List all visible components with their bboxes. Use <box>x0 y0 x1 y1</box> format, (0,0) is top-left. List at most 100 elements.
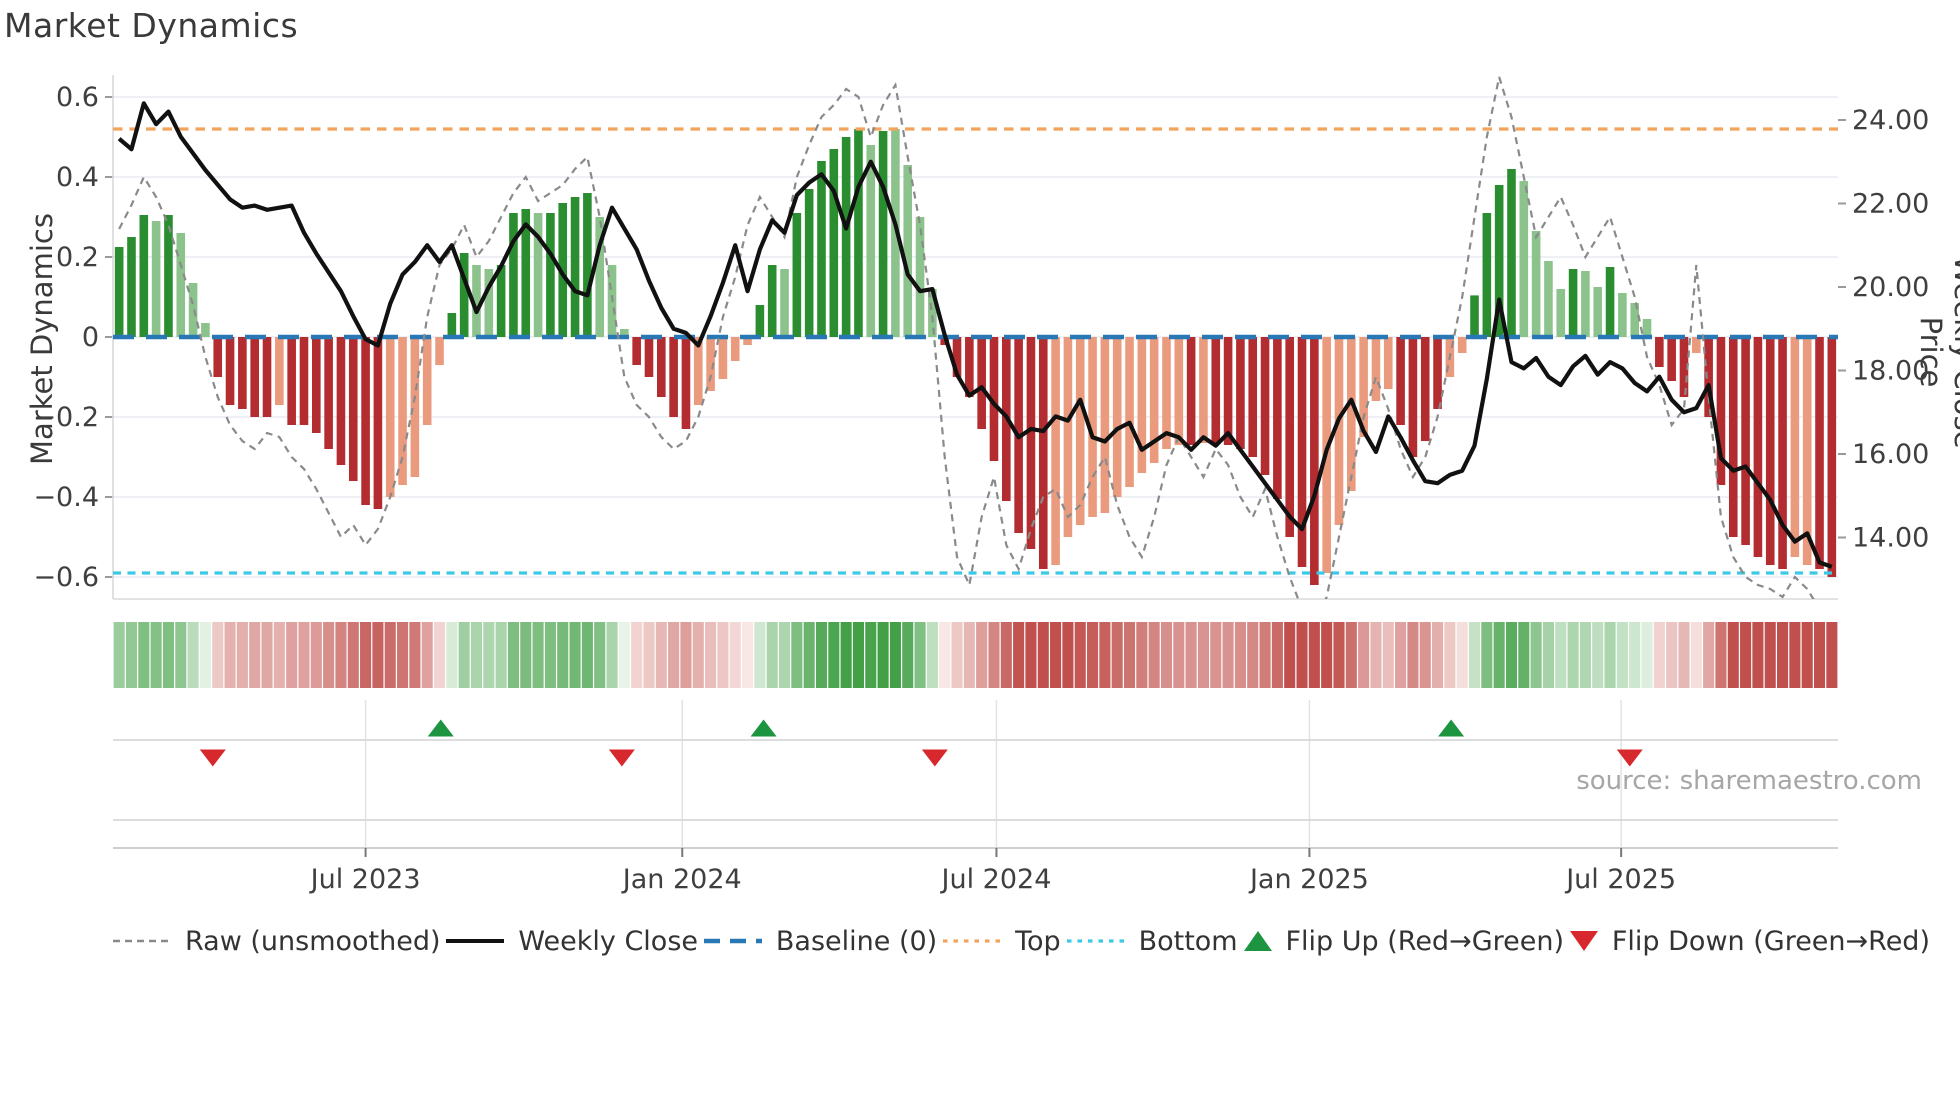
heatmap-cell <box>1715 622 1727 688</box>
heatmap-cell <box>754 622 766 688</box>
heatmap-cell <box>150 622 162 688</box>
heatmap-cell <box>791 622 803 688</box>
osc-bar <box>657 337 666 397</box>
heatmap-cell <box>815 622 828 688</box>
osc-bar <box>1100 337 1110 513</box>
osc-bar <box>1383 337 1393 389</box>
osc-bar <box>989 337 999 461</box>
osc-bar <box>422 337 432 425</box>
heatmap-cell <box>1284 622 1296 688</box>
osc-bar <box>829 149 839 337</box>
osc-bar <box>1605 267 1615 337</box>
heatmap-cell <box>1050 622 1062 688</box>
heatmap-cell <box>1013 622 1025 688</box>
osc-bar <box>398 337 407 485</box>
heatmap-cell <box>507 622 519 688</box>
osc-bar <box>583 193 592 337</box>
osc-bar <box>1211 337 1221 443</box>
osc-bar <box>1544 261 1553 337</box>
heatmap-cell <box>1111 622 1123 688</box>
legend-item-flip-down: Flip Down (Green→Red) <box>1569 925 1930 957</box>
heatmap-cell <box>1210 622 1222 688</box>
heatmap-cell <box>483 622 495 688</box>
heatmap-cell <box>1419 622 1431 688</box>
heatmap-cell <box>298 622 310 688</box>
heatmap-cell <box>1025 622 1037 688</box>
oscillator-bars <box>114 129 1837 585</box>
osc-bar <box>496 265 506 337</box>
osc-bar <box>1149 337 1159 463</box>
heatmap-cell <box>1505 622 1518 688</box>
osc-bar <box>1753 337 1763 557</box>
left-tick-label: 0.2 <box>56 242 99 273</box>
osc-bar <box>1285 337 1294 537</box>
osc-bar <box>164 215 173 337</box>
flip-down-triangle-icon <box>1569 931 1598 951</box>
heatmap-cell <box>273 622 285 688</box>
osc-bar <box>1815 337 1824 569</box>
heatmap-cell <box>1703 622 1715 688</box>
heatmap-cell <box>138 622 150 688</box>
osc-bar <box>312 337 321 433</box>
osc-bar <box>1137 337 1147 473</box>
heatmap-cell <box>162 622 174 688</box>
osc-bar <box>1765 337 1775 565</box>
osc-bar <box>348 337 358 481</box>
x-tick-label: Jan 2025 <box>1248 864 1369 895</box>
heatmap-cell <box>286 622 298 688</box>
heatmap-cell <box>939 622 951 688</box>
heatmap-cell <box>926 622 938 688</box>
legend-item-bottom: Bottom <box>1066 926 1238 957</box>
osc-bar <box>620 329 629 337</box>
osc-bar <box>225 337 235 405</box>
legend-item-flip-up: Flip Up (Red→Green) <box>1243 926 1564 957</box>
osc-bar <box>817 161 826 337</box>
heatmap-cell <box>951 622 963 688</box>
left-tick-label: −0.6 <box>33 562 99 593</box>
heatmap-cell <box>1801 622 1813 688</box>
osc-bar <box>1075 337 1085 525</box>
heatmap-cell <box>803 622 815 688</box>
osc-bar <box>188 283 198 337</box>
heatmap-cell <box>199 622 211 688</box>
heatmap-cell <box>433 622 446 688</box>
osc-bar <box>1125 337 1134 487</box>
osc-bar <box>854 129 863 337</box>
osc-bar <box>1371 337 1381 401</box>
heatmap-cell <box>692 622 704 688</box>
heatmap-cell <box>1370 622 1382 688</box>
osc-bar <box>238 337 247 409</box>
right-tick-label: 20.00 <box>1852 272 1929 303</box>
osc-bar <box>139 215 149 337</box>
osc-bar <box>114 247 124 337</box>
heatmap-cell <box>865 622 877 688</box>
osc-bar <box>1236 337 1245 449</box>
flip-down-marker <box>199 749 226 767</box>
heatmap-cell <box>631 622 643 688</box>
osc-bar <box>1260 337 1270 475</box>
right-tick-label: 24.00 <box>1852 105 1929 136</box>
osc-bar <box>336 337 346 465</box>
heatmap-cell <box>1062 622 1074 688</box>
heatmap-cell <box>397 622 409 688</box>
weekly-close-line <box>117 101 1833 569</box>
osc-bar <box>287 337 296 425</box>
heatmap-cell <box>1826 622 1838 688</box>
osc-bar <box>1704 337 1713 417</box>
heatmap-cell <box>1555 622 1567 688</box>
heatmap-cell <box>1629 622 1641 688</box>
heatmap-cell <box>1136 622 1148 688</box>
osc-bar <box>669 337 678 417</box>
heatmap-cell <box>249 622 261 688</box>
heatmap-cell <box>902 622 914 688</box>
osc-bar <box>1470 295 1479 337</box>
heatmap-cell <box>1123 622 1136 688</box>
legend-label: Flip Down (Green→Red) <box>1611 925 1930 957</box>
osc-bar <box>262 337 272 417</box>
osc-bar <box>447 313 457 337</box>
osc-bar <box>706 337 715 391</box>
osc-bar <box>1026 337 1036 549</box>
osc-bar <box>324 337 333 449</box>
osc-bar <box>1112 337 1122 497</box>
